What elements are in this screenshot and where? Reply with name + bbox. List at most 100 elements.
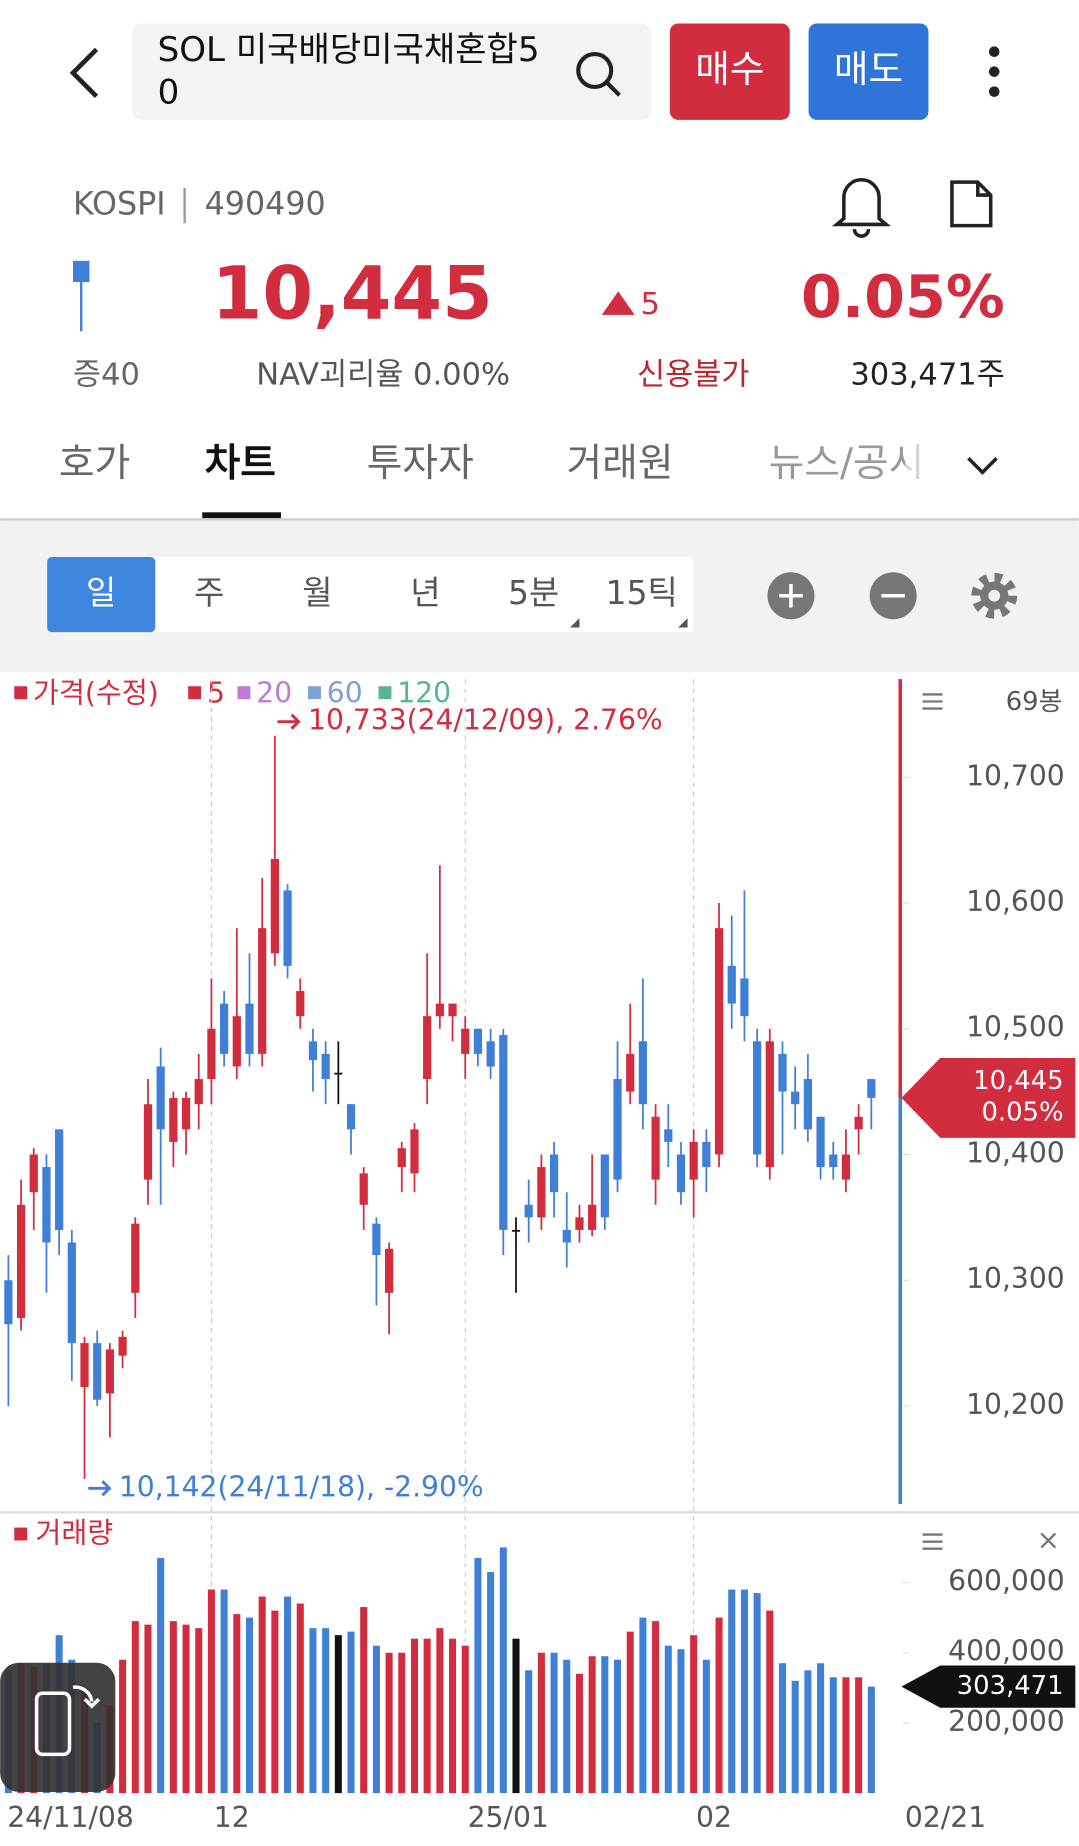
search-icon[interactable] (576, 51, 614, 90)
legend-label: 120 (397, 676, 451, 709)
tab[interactable]: 투자자 (367, 441, 474, 486)
search-icon (605, 80, 621, 97)
legend-label: 60 (327, 676, 363, 709)
volume-bar (626, 1631, 634, 1794)
candle-body (435, 1003, 444, 1017)
legend-swatch (14, 686, 28, 700)
menu-icon[interactable] (922, 693, 943, 1550)
candle-body (372, 1223, 381, 1256)
rotate-button[interactable] (0, 1662, 116, 1792)
candle-body (524, 1204, 533, 1218)
candle-body (42, 1167, 51, 1243)
period[interactable]: 주 (194, 573, 224, 612)
volume-bar (309, 1628, 317, 1794)
volume-bar (525, 1670, 533, 1794)
volume-bar (652, 1621, 660, 1794)
tab[interactable]: 호가 (59, 441, 130, 486)
volume-tag (901, 1665, 1076, 1708)
candle-body (143, 1104, 153, 1180)
y-tick-label: 600,000 (948, 1565, 1065, 1598)
volume-tag-label: 303,471 (957, 1671, 1064, 1701)
zoom-in (779, 583, 803, 608)
alarm-icon[interactable] (831, 178, 892, 238)
price-tag-label: 10,445 (973, 1066, 1063, 1096)
volume-bar (639, 1617, 647, 1794)
tab-fade (904, 423, 941, 506)
y-tick-label: 200,000 (948, 1705, 1065, 1738)
volume-bar (322, 1628, 330, 1794)
buy-button[interactable] (669, 23, 790, 120)
doc-icon[interactable] (950, 180, 993, 228)
candle-body (803, 1079, 812, 1130)
legend-swatch (378, 686, 392, 700)
candle-body (638, 1041, 648, 1105)
candle-body (854, 1116, 863, 1130)
candle-body (867, 1079, 876, 1098)
volume-bar (715, 1617, 723, 1794)
volume-bar (423, 1638, 431, 1794)
x-tick-label: 12 (214, 1801, 250, 1834)
tab[interactable]: 뉴스/공시 (769, 441, 925, 486)
change: 5 (641, 287, 660, 322)
back-button[interactable] (69, 47, 99, 99)
volume-bar (588, 1656, 596, 1794)
candle-body (791, 1091, 800, 1105)
search-box[interactable] (131, 23, 652, 120)
close-icon[interactable] (1040, 1532, 1057, 1549)
volume-bar (334, 1635, 342, 1794)
candle-body (549, 1154, 559, 1193)
candle-body (105, 1349, 115, 1394)
period[interactable]: 월 (302, 573, 332, 612)
mini-candle (73, 260, 90, 283)
candle-body (676, 1154, 686, 1193)
volume-bar (728, 1589, 736, 1794)
volume-bar (499, 1547, 507, 1794)
period[interactable]: 년 (410, 573, 440, 612)
code: 490490 (205, 187, 326, 223)
x-tick-label: 02 (696, 1801, 732, 1834)
period-selector (47, 556, 694, 633)
period[interactable]: 5분 (508, 573, 559, 612)
candle-body (651, 1116, 660, 1180)
annotation-arrow (277, 713, 301, 730)
up-arrow (601, 291, 635, 315)
more-button[interactable] (988, 46, 1000, 97)
volume-bar (575, 1673, 583, 1794)
candle-body (626, 1053, 635, 1092)
candle-body (537, 1167, 546, 1218)
candle-body (410, 1129, 419, 1174)
candle-body (841, 1154, 851, 1180)
rotate-icon (34, 1691, 72, 1757)
legend-label: 가격(수정) (33, 676, 159, 709)
volume-bar (436, 1628, 444, 1794)
chart: 가격(수정) 5 20 60 120 24/11/08 12 25/01 02 02/21 10,2… (4, 676, 1076, 1834)
tab-underline (202, 512, 281, 519)
volume-bar (804, 1670, 812, 1794)
y-tick-label: 10,400 (966, 1136, 1065, 1169)
low-note: 10,142(24/11/18), -2.90% (119, 1470, 484, 1503)
x-last-date: 02/21 (905, 1801, 986, 1834)
candle-body (511, 1229, 521, 1232)
candle-body (664, 1129, 673, 1142)
tab-more[interactable] (967, 457, 998, 475)
volume-bar (702, 1659, 710, 1794)
period[interactable]: 15틱 (606, 573, 678, 612)
sell-button[interactable] (808, 23, 929, 120)
candle-body (16, 1204, 26, 1318)
period[interactable]: 일 (86, 573, 116, 612)
candle-body (714, 928, 724, 1155)
settings[interactable] (971, 572, 1018, 619)
tab[interactable]: 차트 (205, 441, 276, 486)
nav: NAV괴리율 0.00% (256, 358, 510, 393)
candle-body (778, 1053, 787, 1092)
volume-bar (372, 1645, 380, 1794)
price-tag (901, 1057, 1076, 1138)
candle-body (283, 890, 292, 966)
volume-bar (842, 1677, 850, 1794)
candle-body (93, 1343, 102, 1400)
buy-label: 매수 (695, 47, 764, 91)
tab[interactable]: 거래원 (567, 441, 674, 486)
volume-bar (233, 1614, 241, 1794)
candle-body (829, 1154, 838, 1168)
y-tick-label: 10,600 (966, 885, 1065, 918)
